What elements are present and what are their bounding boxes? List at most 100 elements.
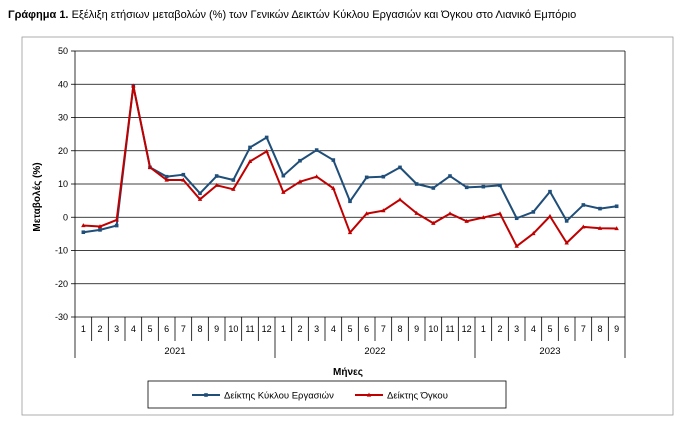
data-point <box>431 186 436 190</box>
y-tick-label: 20 <box>58 146 68 156</box>
data-point <box>614 226 619 231</box>
data-point <box>264 135 269 140</box>
data-point <box>548 189 552 194</box>
data-point <box>531 210 536 214</box>
data-point <box>448 174 452 178</box>
x-tick-label: 8 <box>597 324 602 334</box>
x-group-label: 2023 <box>539 346 560 357</box>
legend-label: Δείκτης Κύκλου Εργασιών <box>224 391 334 402</box>
x-tick-label: 9 <box>614 324 619 334</box>
x-tick-label: 11 <box>245 324 254 334</box>
data-point <box>147 164 153 169</box>
data-point <box>131 83 136 88</box>
y-axis-title: Μεταβολές (%) <box>32 162 43 231</box>
data-point <box>364 211 369 216</box>
data-point <box>481 184 486 189</box>
y-tick-label: -10 <box>55 246 68 256</box>
chart-title-lead: Γράφημα 1. <box>8 9 69 21</box>
x-tick-label: 7 <box>181 324 186 334</box>
data-point <box>81 230 86 235</box>
data-point <box>464 185 469 190</box>
y-tick-label: -20 <box>55 279 68 289</box>
data-point <box>514 243 519 248</box>
data-point <box>298 158 302 163</box>
data-point <box>481 215 486 220</box>
x-tick-label: 8 <box>397 324 402 334</box>
chart-outer-frame <box>21 36 674 416</box>
legend: Δείκτης Κύκλου Εργασιών Δείκτης Όγκου <box>147 380 507 409</box>
x-group-label: 2022 <box>364 346 385 357</box>
data-point <box>331 185 336 190</box>
x-tick-label: 9 <box>414 324 419 334</box>
data-point <box>231 186 236 191</box>
x-tick-label: 3 <box>514 324 519 334</box>
data-point <box>297 179 303 184</box>
data-point <box>347 230 353 235</box>
x-tick-label: 7 <box>581 324 586 334</box>
x-axis: 1 2 3 4 5 6 7 8 9 10 11 12 1 2 3 4 5 6 7 8 9 10 11 12 1 2 3 4 5 6 7 8 92… <box>74 317 626 358</box>
y-tick-label: 0 <box>63 212 68 222</box>
data-point <box>547 213 553 218</box>
data-point <box>414 182 419 186</box>
data-point <box>364 175 369 180</box>
data-point <box>397 197 403 202</box>
data-point <box>581 203 586 207</box>
series-layer <box>81 83 619 248</box>
data-point <box>214 182 219 187</box>
x-tick-label: 5 <box>147 324 152 334</box>
data-point <box>114 217 119 222</box>
axes: -30 -20 -10 0 10 20 30 40 50 <box>55 46 626 322</box>
x-tick-label: 7 <box>381 324 386 334</box>
y-tick-label: 10 <box>58 179 68 189</box>
data-point <box>381 174 386 179</box>
x-tick-label: 1 <box>81 324 86 334</box>
x-tick-label: 4 <box>131 324 136 334</box>
y-tick-label: -30 <box>55 312 68 322</box>
data-point <box>231 178 236 182</box>
x-tick-label: 4 <box>331 324 336 334</box>
series-line <box>83 84 617 248</box>
x-tick-label: 2 <box>97 324 102 334</box>
data-point <box>264 149 269 154</box>
data-point <box>114 223 119 228</box>
x-tick-label: 5 <box>347 324 352 334</box>
data-point <box>598 206 602 211</box>
data-point <box>164 177 169 182</box>
data-point <box>314 174 319 179</box>
data-point <box>164 174 169 179</box>
gridlines <box>75 50 625 318</box>
x-tick-label: 3 <box>114 324 119 334</box>
x-tick-label: 6 <box>364 324 369 334</box>
data-point <box>214 174 219 178</box>
y-tick-label: 30 <box>58 113 68 123</box>
data-point <box>431 220 436 225</box>
data-point <box>198 191 202 196</box>
data-point <box>281 173 286 178</box>
data-point <box>248 145 252 150</box>
data-point <box>447 211 453 216</box>
series-line <box>83 84 617 234</box>
data-point <box>564 219 569 223</box>
x-tick-label: 12 <box>462 324 472 334</box>
x-tick-label: 1 <box>281 324 286 334</box>
x-tick-label: 10 <box>428 324 438 334</box>
data-point <box>314 148 319 152</box>
x-tick-label: 6 <box>564 324 569 334</box>
data-point <box>597 225 603 230</box>
data-point <box>381 208 386 213</box>
data-point <box>81 223 86 228</box>
x-tick-label: 1 <box>481 324 486 334</box>
data-point <box>197 196 203 201</box>
y-tick-label: 50 <box>58 46 68 56</box>
data-point <box>464 218 469 223</box>
x-tick-label: 9 <box>214 324 219 334</box>
x-axis-title: Μήνες <box>333 367 363 378</box>
data-point <box>497 211 503 216</box>
data-point <box>181 177 186 182</box>
legend-marker <box>204 393 208 397</box>
chart-title: Γράφημα 1. Εξέλιξη ετήσιων μεταβολών (%)… <box>8 9 576 21</box>
data-point <box>581 224 586 229</box>
data-point <box>281 189 286 194</box>
x-tick-label: 10 <box>228 324 238 334</box>
